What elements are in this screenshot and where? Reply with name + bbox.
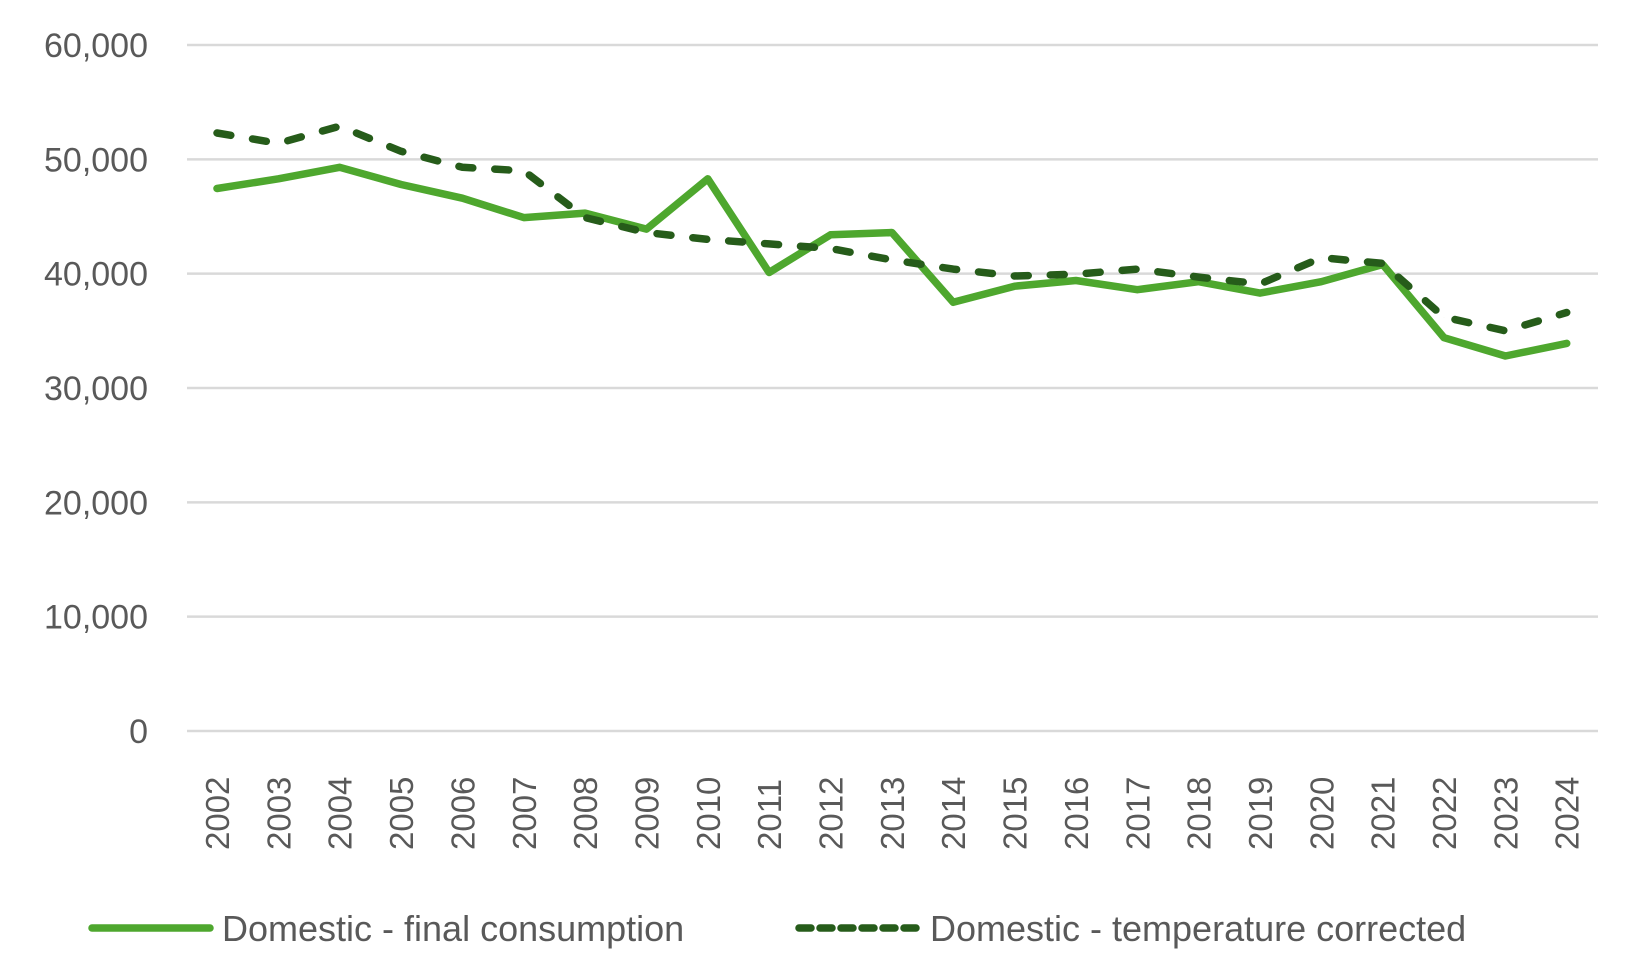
x-tick-label: 2002 — [199, 777, 236, 850]
x-tick-label: 2010 — [690, 777, 727, 850]
y-tick-label: 60,000 — [44, 27, 148, 65]
x-tick-label: 2009 — [628, 777, 665, 850]
x-tick-label: 2017 — [1119, 777, 1156, 850]
x-tick-label: 2013 — [874, 777, 911, 850]
x-tick-label: 2021 — [1365, 777, 1402, 850]
series-lines — [213, 122, 1571, 360]
x-tick-label: 2007 — [506, 777, 543, 850]
x-tick-label: 2011 — [751, 779, 788, 850]
y-tick-label: 20,000 — [44, 484, 148, 522]
legend-label-temperature-corrected: Domestic - temperature corrected — [930, 908, 1466, 949]
x-tick-label: 2005 — [383, 777, 420, 850]
x-tick-label: 2014 — [935, 777, 972, 850]
x-tick-label: 2019 — [1242, 777, 1279, 850]
x-tick-label: 2022 — [1426, 777, 1463, 850]
y-axis-tick-labels: 0 10,000 20,000 30,000 40,000 50,000 60,000 — [44, 27, 148, 751]
x-tick-label: 2003 — [260, 777, 297, 850]
x-tick-label: 2015 — [997, 777, 1034, 850]
y-tick-label: 40,000 — [44, 256, 148, 294]
y-tick-label: 0 — [129, 713, 148, 751]
x-tick-label: 2008 — [567, 777, 604, 850]
y-tick-label: 50,000 — [44, 141, 148, 179]
x-tick-label: 2020 — [1303, 777, 1340, 850]
x-tick-label: 2012 — [813, 777, 850, 850]
series-line-temperature-corrected — [213, 122, 1571, 335]
legend: Domestic - final consumption Domestic - t… — [88, 908, 1466, 949]
x-tick-label: 2016 — [1058, 777, 1095, 850]
y-tick-label: 30,000 — [44, 370, 148, 408]
x-axis-tick-labels: 2002 2003 2004 2005 2006 2007 2008 2009 2010 2011… — [199, 777, 1586, 850]
x-tick-label: 2006 — [444, 777, 481, 850]
legend-label-final-consumption: Domestic - final consumption — [222, 908, 684, 949]
y-tick-label: 10,000 — [44, 599, 148, 637]
x-tick-label: 2004 — [322, 777, 359, 850]
x-tick-label: 2023 — [1487, 777, 1524, 850]
x-tick-label: 2024 — [1549, 777, 1586, 850]
x-tick-label: 2018 — [1181, 777, 1218, 850]
